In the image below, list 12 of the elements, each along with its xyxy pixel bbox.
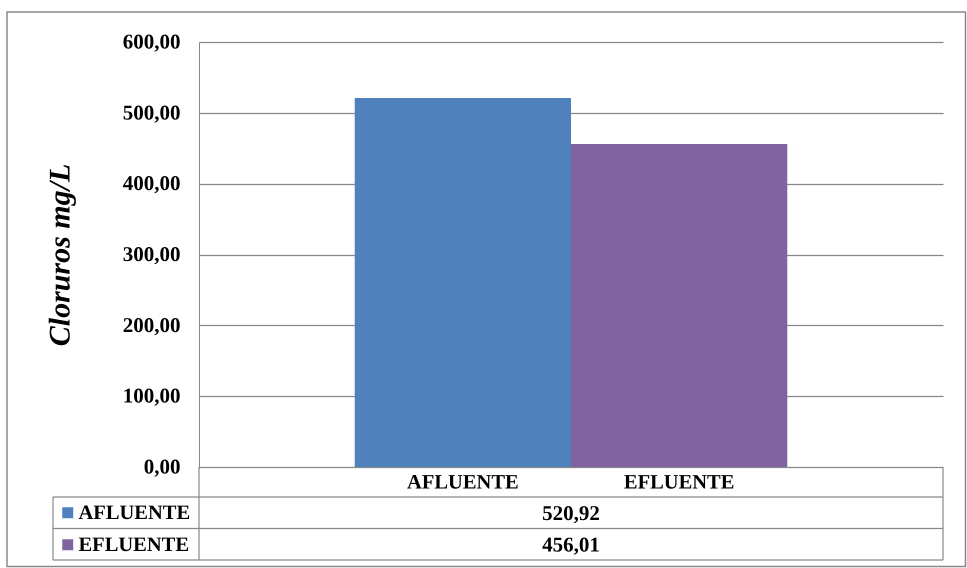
y-tick-label: 600,00 — [122, 30, 180, 54]
y-tick-label: 300,00 — [122, 242, 180, 266]
legend-label: AFLUENTE — [78, 502, 190, 524]
y-tick-label: 100,00 — [122, 384, 180, 408]
y-axis-title: Cloruros mg/L — [44, 164, 76, 346]
y-tick-label: 200,00 — [122, 312, 180, 337]
y-tick-label: 500,00 — [122, 100, 180, 124]
y-tick-label: 0,00 — [144, 454, 180, 478]
y-tick-label: 400,00 — [122, 171, 180, 196]
data-label: 520,92 — [542, 500, 600, 525]
data-label: 456,01 — [542, 532, 600, 556]
legend-label: EFLUENTE — [78, 534, 189, 556]
